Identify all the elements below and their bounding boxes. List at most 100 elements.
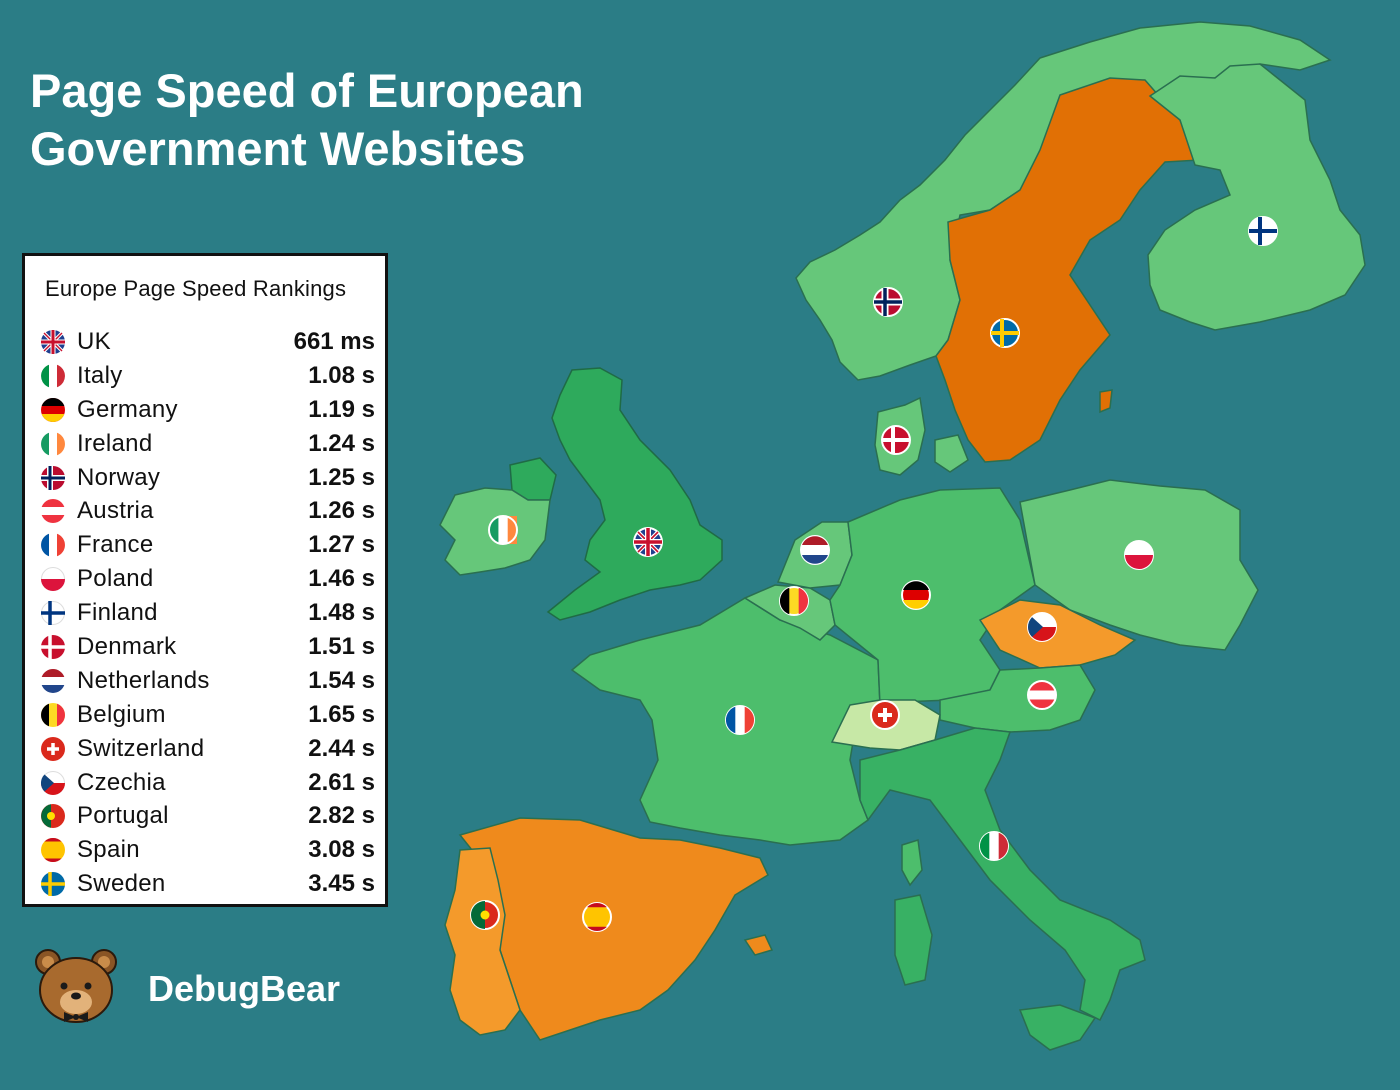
finland-flag-icon [41, 601, 65, 626]
island-sicily [1018, 1004, 1097, 1051]
map-flag-italy [979, 831, 1009, 861]
sweden-flag-icon [41, 872, 65, 897]
ranking-row-austria: Austria 1.26 s [41, 494, 375, 528]
country-name: Austria [77, 497, 154, 525]
country-name: Norway [77, 463, 161, 491]
poland-flag-icon [41, 567, 65, 592]
load-time: 2.61 s [308, 768, 375, 796]
ranking-rows: UK 661 ms Italy 1.08 s Germany 1.19 s [41, 325, 375, 901]
country-finland [1147, 63, 1366, 331]
ranking-row-finland: Finland 1.48 s [41, 596, 375, 630]
country-name: Switzerland [77, 734, 205, 762]
map-flag-uk [633, 527, 663, 557]
denmark-flag-icon [41, 634, 65, 659]
load-time: 1.26 s [308, 497, 375, 525]
map-flag-poland [1124, 540, 1154, 570]
ranking-row-uk: UK 661 ms [41, 325, 375, 359]
spain-flag-icon [41, 838, 65, 863]
country-austria [939, 664, 1096, 733]
ranking-row-czechia: Czechia 2.61 s [41, 766, 375, 800]
load-time: 1.08 s [308, 361, 375, 389]
country-name: France [77, 531, 154, 559]
ranking-row-italy: Italy 1.08 s [41, 359, 375, 393]
country-sweden [935, 77, 1202, 463]
island-corsica [901, 839, 923, 887]
country-czechia [978, 599, 1137, 669]
map-flag-belgium [779, 586, 809, 616]
brand-name: DebugBear [148, 968, 341, 1009]
load-time: 1.27 s [308, 531, 375, 559]
ranking-table: Europe Page Speed Rankings UK 661 ms Ita… [22, 253, 388, 907]
map-flag-germany [901, 580, 931, 610]
load-time: 1.24 s [308, 429, 375, 457]
load-time: 661 ms [293, 327, 375, 355]
island-sardinia [894, 894, 933, 986]
czechia-flag-icon [41, 770, 65, 795]
ranking-row-france: France 1.27 s [41, 528, 375, 562]
germany-flag-icon [41, 397, 65, 422]
map-flag-denmark [881, 425, 911, 455]
load-time: 1.46 s [308, 565, 375, 593]
map-flag-czechia [1027, 612, 1057, 642]
map-flag-ireland [488, 515, 518, 545]
island-mallorca [743, 934, 774, 956]
country-italy [859, 727, 1146, 1022]
country-portugal [444, 847, 521, 1036]
france-flag-icon [41, 533, 65, 558]
ranking-row-norway: Norway 1.25 s [41, 461, 375, 495]
country-name: Italy [77, 361, 123, 389]
map-flag-finland [1248, 216, 1278, 246]
ireland-flag-icon [41, 431, 65, 456]
ranking-heading: Europe Page Speed Rankings [45, 276, 347, 301]
ranking-row-denmark: Denmark 1.51 s [41, 630, 375, 664]
ranking-row-portugal: Portugal 2.82 s [41, 799, 375, 833]
country-name: Sweden [77, 870, 166, 898]
load-time: 1.19 s [308, 395, 375, 423]
brand: DebugBear [34, 946, 340, 1032]
map-flag-switzerland [870, 700, 900, 730]
load-time: 1.65 s [308, 700, 375, 728]
norway-flag-icon [41, 465, 65, 490]
ranking-row-ireland: Ireland 1.24 s [41, 427, 375, 461]
netherlands-flag-icon [41, 668, 65, 693]
country-name: Poland [77, 565, 154, 593]
uk-flag-icon [41, 329, 65, 354]
island-gotland [1099, 389, 1113, 414]
country-name: Germany [77, 395, 178, 423]
austria-flag-icon [41, 499, 65, 524]
ranking-row-spain: Spain 3.08 s [41, 833, 375, 867]
load-time: 2.44 s [308, 734, 375, 762]
country-name: Czechia [77, 768, 166, 796]
ranking-row-belgium: Belgium 1.65 s [41, 698, 375, 732]
country-uk [546, 367, 723, 621]
map-flag-netherlands [800, 535, 830, 565]
map-flag-france [725, 705, 755, 735]
load-time: 1.25 s [308, 463, 375, 491]
country-name: Denmark [77, 632, 177, 660]
map-flag-portugal [470, 900, 500, 930]
load-time: 3.45 s [308, 870, 375, 898]
map-flag-norway [873, 287, 903, 317]
load-time: 1.51 s [308, 632, 375, 660]
ranking-row-sweden: Sweden 3.45 s [41, 867, 375, 901]
belgium-flag-icon [41, 702, 65, 727]
map-flag-austria [1027, 680, 1057, 710]
load-time: 1.54 s [308, 666, 375, 694]
country-name: UK [77, 327, 111, 355]
country-name: Finland [77, 599, 158, 627]
ranking-row-germany: Germany 1.19 s [41, 393, 375, 427]
country-name: Portugal [77, 802, 169, 830]
portugal-flag-icon [41, 804, 65, 829]
load-time: 3.08 s [308, 836, 375, 864]
map-flag-spain [582, 902, 612, 932]
load-time: 2.82 s [308, 802, 375, 830]
island-zealand [934, 434, 969, 473]
country-name: Belgium [77, 700, 166, 728]
bear-logo-icon [35, 949, 117, 1023]
ranking-row-switzerland: Switzerland 2.44 s [41, 732, 375, 766]
italy-flag-icon [41, 363, 65, 388]
ranking-row-poland: Poland 1.46 s [41, 562, 375, 596]
ranking-row-netherlands: Netherlands 1.54 s [41, 664, 375, 698]
country-name: Ireland [77, 429, 153, 457]
